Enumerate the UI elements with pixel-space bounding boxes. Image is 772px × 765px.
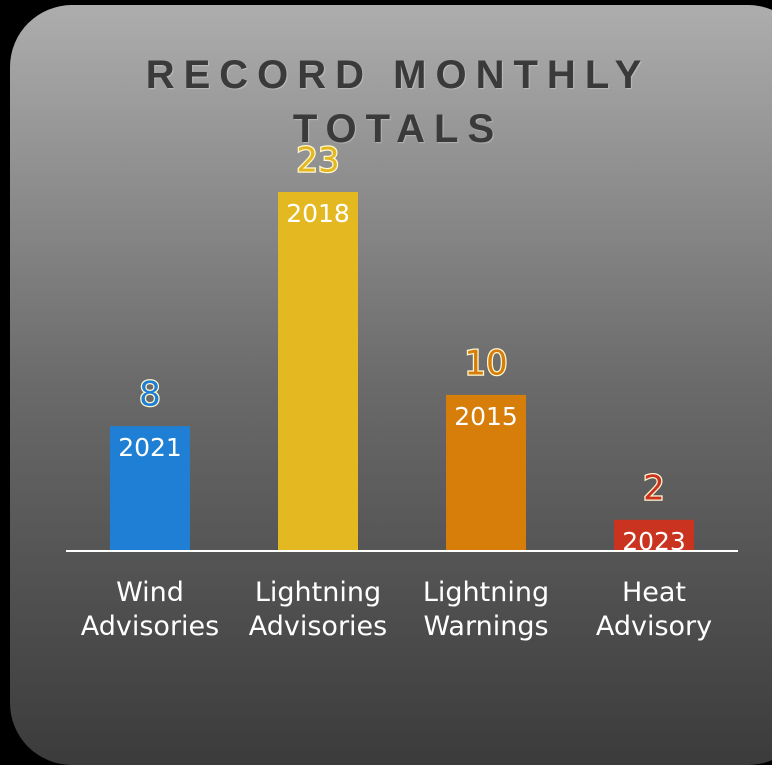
bar: [278, 192, 358, 551]
bar: [446, 394, 526, 551]
panel: [10, 5, 772, 765]
x-tick-label: Wind Advisories: [80, 577, 220, 642]
x-tick-label: Heat Advisory: [595, 577, 713, 642]
bar: [614, 519, 694, 551]
bar: [110, 426, 190, 551]
chart-title: RECORD MONTHLY TOTALS: [145, 53, 651, 151]
x-tick-label: Lightning Warnings: [422, 577, 550, 642]
bar-year-label: 2018: [286, 199, 350, 228]
value-label: 8: [139, 375, 161, 415]
page: RECORD MONTHLY TOTALS 2021 8 2018 23 2015 10 2…: [10, 5, 772, 765]
value-label: 23: [296, 141, 339, 181]
x-tick-label: Lightning Advisories: [248, 577, 388, 642]
bar-year-label: 2021: [118, 433, 182, 462]
value-label: 2: [643, 468, 665, 508]
value-label: 10: [464, 343, 507, 383]
bar-year-label: 2015: [454, 402, 518, 431]
